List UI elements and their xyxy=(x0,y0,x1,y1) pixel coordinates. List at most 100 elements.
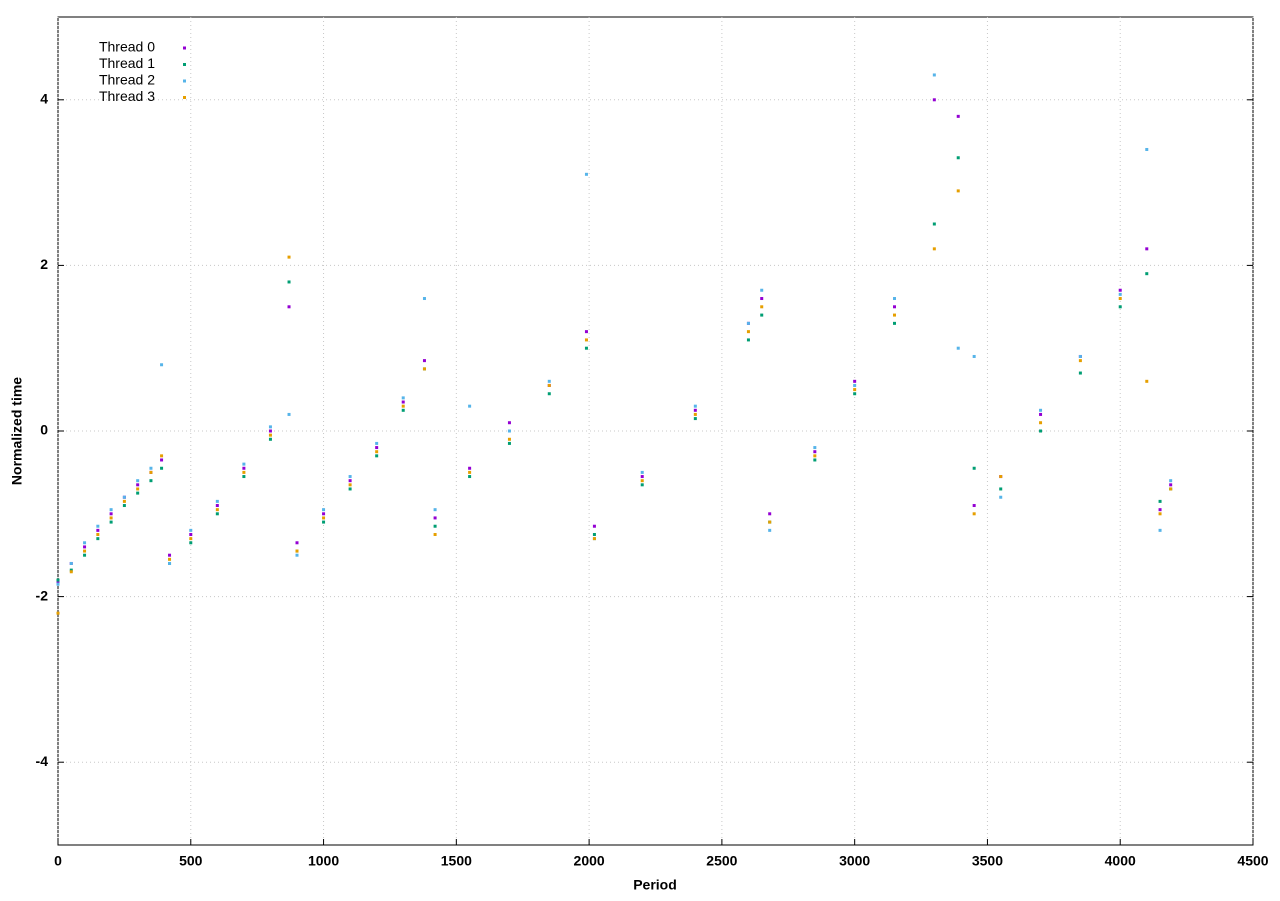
point xyxy=(149,466,153,470)
legend-label: Thread 2 xyxy=(99,72,155,88)
x-tick-label: 2000 xyxy=(574,853,605,869)
legend-label: Thread 0 xyxy=(99,39,155,55)
point xyxy=(136,487,140,491)
point xyxy=(122,495,126,499)
point xyxy=(348,487,352,491)
point xyxy=(83,545,87,549)
point xyxy=(96,528,100,532)
point xyxy=(83,549,87,553)
point xyxy=(932,73,936,77)
point xyxy=(268,433,272,437)
point xyxy=(122,499,126,503)
point xyxy=(972,354,976,358)
x-tick-label: 2500 xyxy=(706,853,737,869)
point xyxy=(956,346,960,350)
point xyxy=(433,524,437,528)
point xyxy=(242,462,246,466)
x-tick-label: 1000 xyxy=(308,853,339,869)
point xyxy=(122,504,126,508)
y-tick-label: 2 xyxy=(40,256,48,272)
point xyxy=(268,425,272,429)
y-tick-label: -2 xyxy=(36,587,49,603)
point xyxy=(56,580,60,584)
point xyxy=(813,458,817,462)
point xyxy=(401,408,405,412)
point xyxy=(1118,292,1122,296)
point xyxy=(760,297,764,301)
point xyxy=(693,408,697,412)
point xyxy=(507,429,511,433)
point xyxy=(96,524,100,528)
point xyxy=(932,222,936,226)
point xyxy=(375,446,379,450)
point xyxy=(215,499,219,503)
point xyxy=(507,421,511,425)
point xyxy=(640,479,644,483)
legend-marker xyxy=(183,96,186,99)
point xyxy=(1118,288,1122,292)
point xyxy=(693,412,697,416)
point xyxy=(853,388,857,392)
point xyxy=(640,470,644,474)
point xyxy=(853,379,857,383)
point xyxy=(422,367,426,371)
point xyxy=(956,114,960,118)
point xyxy=(96,537,100,541)
point xyxy=(287,305,291,309)
point xyxy=(1158,508,1162,512)
point xyxy=(375,454,379,458)
point xyxy=(433,516,437,520)
legend-label: Thread 1 xyxy=(99,55,155,71)
point xyxy=(422,297,426,301)
point xyxy=(1118,305,1122,309)
point xyxy=(1078,359,1082,363)
point xyxy=(972,512,976,516)
point xyxy=(268,437,272,441)
point xyxy=(401,404,405,408)
point xyxy=(1145,147,1149,151)
point xyxy=(693,417,697,421)
point xyxy=(893,297,896,301)
point xyxy=(592,533,596,536)
point xyxy=(136,479,140,483)
x-tick-label: 1500 xyxy=(441,853,472,869)
point xyxy=(547,392,551,396)
point xyxy=(287,255,291,259)
point xyxy=(401,396,405,400)
point xyxy=(189,541,193,545)
point xyxy=(760,288,764,292)
point xyxy=(109,512,113,516)
point xyxy=(69,561,73,565)
point xyxy=(109,520,113,524)
y-tick-label: 0 xyxy=(40,422,48,438)
point xyxy=(893,313,896,317)
x-tick-label: 3500 xyxy=(972,853,1003,869)
point xyxy=(287,412,291,416)
point xyxy=(348,479,352,483)
point xyxy=(1039,421,1043,425)
point xyxy=(109,516,113,520)
point xyxy=(215,504,219,508)
point xyxy=(584,346,588,350)
legend-marker xyxy=(183,79,186,83)
point xyxy=(932,98,936,102)
point xyxy=(322,520,326,524)
x-tick-label: 500 xyxy=(179,853,203,869)
point xyxy=(322,512,326,516)
point xyxy=(768,528,772,532)
point xyxy=(956,189,960,193)
point xyxy=(592,524,596,528)
point xyxy=(69,568,73,572)
point xyxy=(1039,412,1043,416)
legend-marker xyxy=(183,63,186,66)
point xyxy=(1158,512,1162,516)
point xyxy=(746,321,750,325)
point xyxy=(322,516,326,520)
point xyxy=(640,475,644,479)
point xyxy=(999,495,1003,499)
point xyxy=(136,483,140,487)
point xyxy=(640,483,644,487)
point xyxy=(584,338,588,342)
point xyxy=(215,512,219,516)
point xyxy=(83,553,87,557)
